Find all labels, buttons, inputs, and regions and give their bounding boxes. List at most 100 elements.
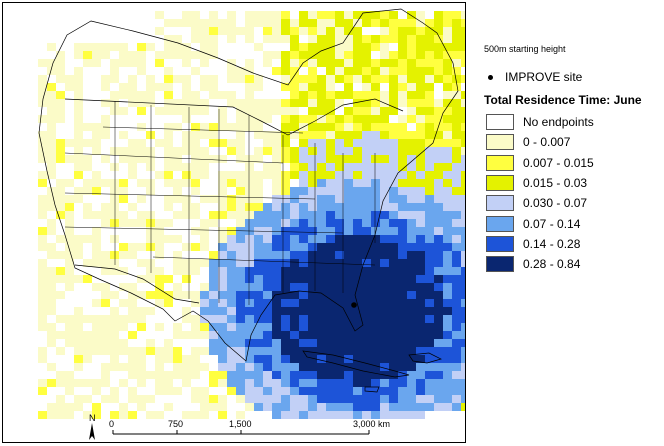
grid-cell xyxy=(335,155,344,163)
grid-cell xyxy=(227,19,236,27)
grid-cell xyxy=(425,347,434,355)
grid-cell xyxy=(290,147,299,155)
grid-cell xyxy=(47,275,56,283)
grid-cell xyxy=(326,379,335,387)
grid-cell xyxy=(200,131,209,139)
grid-cell xyxy=(371,171,380,179)
grid-cell xyxy=(335,123,344,131)
grid-cell xyxy=(38,211,47,219)
grid-cell xyxy=(398,347,407,355)
grid-cell xyxy=(236,379,245,387)
grid-cell xyxy=(362,195,371,203)
grid-cell xyxy=(65,235,74,243)
grid-cell xyxy=(38,203,47,211)
grid-cell xyxy=(281,347,290,355)
grid-cell xyxy=(164,299,173,307)
grid-cell xyxy=(110,291,119,299)
grid-cell xyxy=(236,411,245,419)
grid-cell xyxy=(317,155,326,163)
grid-cell xyxy=(398,131,407,139)
grid-cell xyxy=(299,355,308,363)
grid-cell xyxy=(425,123,434,131)
grid-cell xyxy=(425,371,434,379)
grid-cell xyxy=(182,11,191,19)
grid-cell xyxy=(407,267,416,275)
grid-cell xyxy=(281,139,290,147)
grid-cell xyxy=(443,171,452,179)
grid-cell xyxy=(227,347,236,355)
grid-cell xyxy=(47,307,56,315)
grid-cell xyxy=(272,67,281,75)
cuba-outline xyxy=(302,350,410,378)
grid-cell xyxy=(272,363,281,371)
grid-cell xyxy=(407,195,416,203)
grid-cell xyxy=(110,43,119,51)
grid-cell xyxy=(119,155,128,163)
grid-cell xyxy=(362,99,371,107)
grid-cell xyxy=(434,347,443,355)
grid-cell xyxy=(65,203,74,211)
grid-cell xyxy=(155,243,164,251)
grid-cell xyxy=(155,387,164,395)
grid-cell xyxy=(425,363,434,371)
grid-cell xyxy=(461,395,465,403)
grid-cell xyxy=(443,11,452,19)
grid-cell xyxy=(308,51,317,59)
grid-cell xyxy=(218,291,227,299)
grid-cell xyxy=(389,259,398,267)
grid-cell xyxy=(290,315,299,323)
grid-cell xyxy=(353,27,362,35)
grid-cell xyxy=(110,67,119,75)
grid-cell xyxy=(353,163,362,171)
grid-cell xyxy=(398,75,407,83)
grid-cell xyxy=(137,51,146,59)
grid-cell xyxy=(344,243,353,251)
grid-cell xyxy=(281,259,290,267)
grid-cell xyxy=(254,243,263,251)
grid-cell xyxy=(200,99,209,107)
grid-cell xyxy=(218,27,227,35)
grid-cell xyxy=(164,123,173,131)
grid-cell xyxy=(272,131,281,139)
grid-cell xyxy=(272,307,281,315)
grid-cell xyxy=(371,123,380,131)
grid-cell xyxy=(254,219,263,227)
grid-cell xyxy=(290,123,299,131)
grid-cell xyxy=(371,347,380,355)
grid-cell xyxy=(407,35,416,43)
grid-cell xyxy=(326,347,335,355)
grid-cell xyxy=(92,283,101,291)
grid-cell xyxy=(416,227,425,235)
grid-cell xyxy=(353,139,362,147)
grid-cell xyxy=(254,235,263,243)
grid-cell xyxy=(119,51,128,59)
grid-cell xyxy=(218,363,227,371)
grid-cell xyxy=(47,227,56,235)
grid-cell xyxy=(209,267,218,275)
grid-cell xyxy=(317,59,326,67)
grid-cell xyxy=(362,115,371,123)
grid-cell xyxy=(290,195,299,203)
grid-cell xyxy=(74,91,83,99)
map-legend: 500m starting height IMPROVE site Total … xyxy=(478,0,664,446)
grid-cell xyxy=(272,51,281,59)
grid-cell xyxy=(227,371,236,379)
grid-cell xyxy=(425,171,434,179)
grid-cell xyxy=(425,91,434,99)
grid-cell xyxy=(209,131,218,139)
grid-cell xyxy=(272,411,281,419)
grid-cell xyxy=(245,243,254,251)
grid-cell xyxy=(344,171,353,179)
grid-cell xyxy=(128,59,137,67)
grid-cell xyxy=(398,139,407,147)
grid-cell xyxy=(290,67,299,75)
grid-cell xyxy=(371,299,380,307)
grid-cell xyxy=(245,195,254,203)
grid-cell xyxy=(371,355,380,363)
grid-cell xyxy=(56,179,65,187)
grid-cell xyxy=(353,19,362,27)
grid-cell xyxy=(461,379,465,387)
grid-cell xyxy=(146,411,155,419)
grid-cell xyxy=(119,267,128,275)
grid-cell xyxy=(425,203,434,211)
